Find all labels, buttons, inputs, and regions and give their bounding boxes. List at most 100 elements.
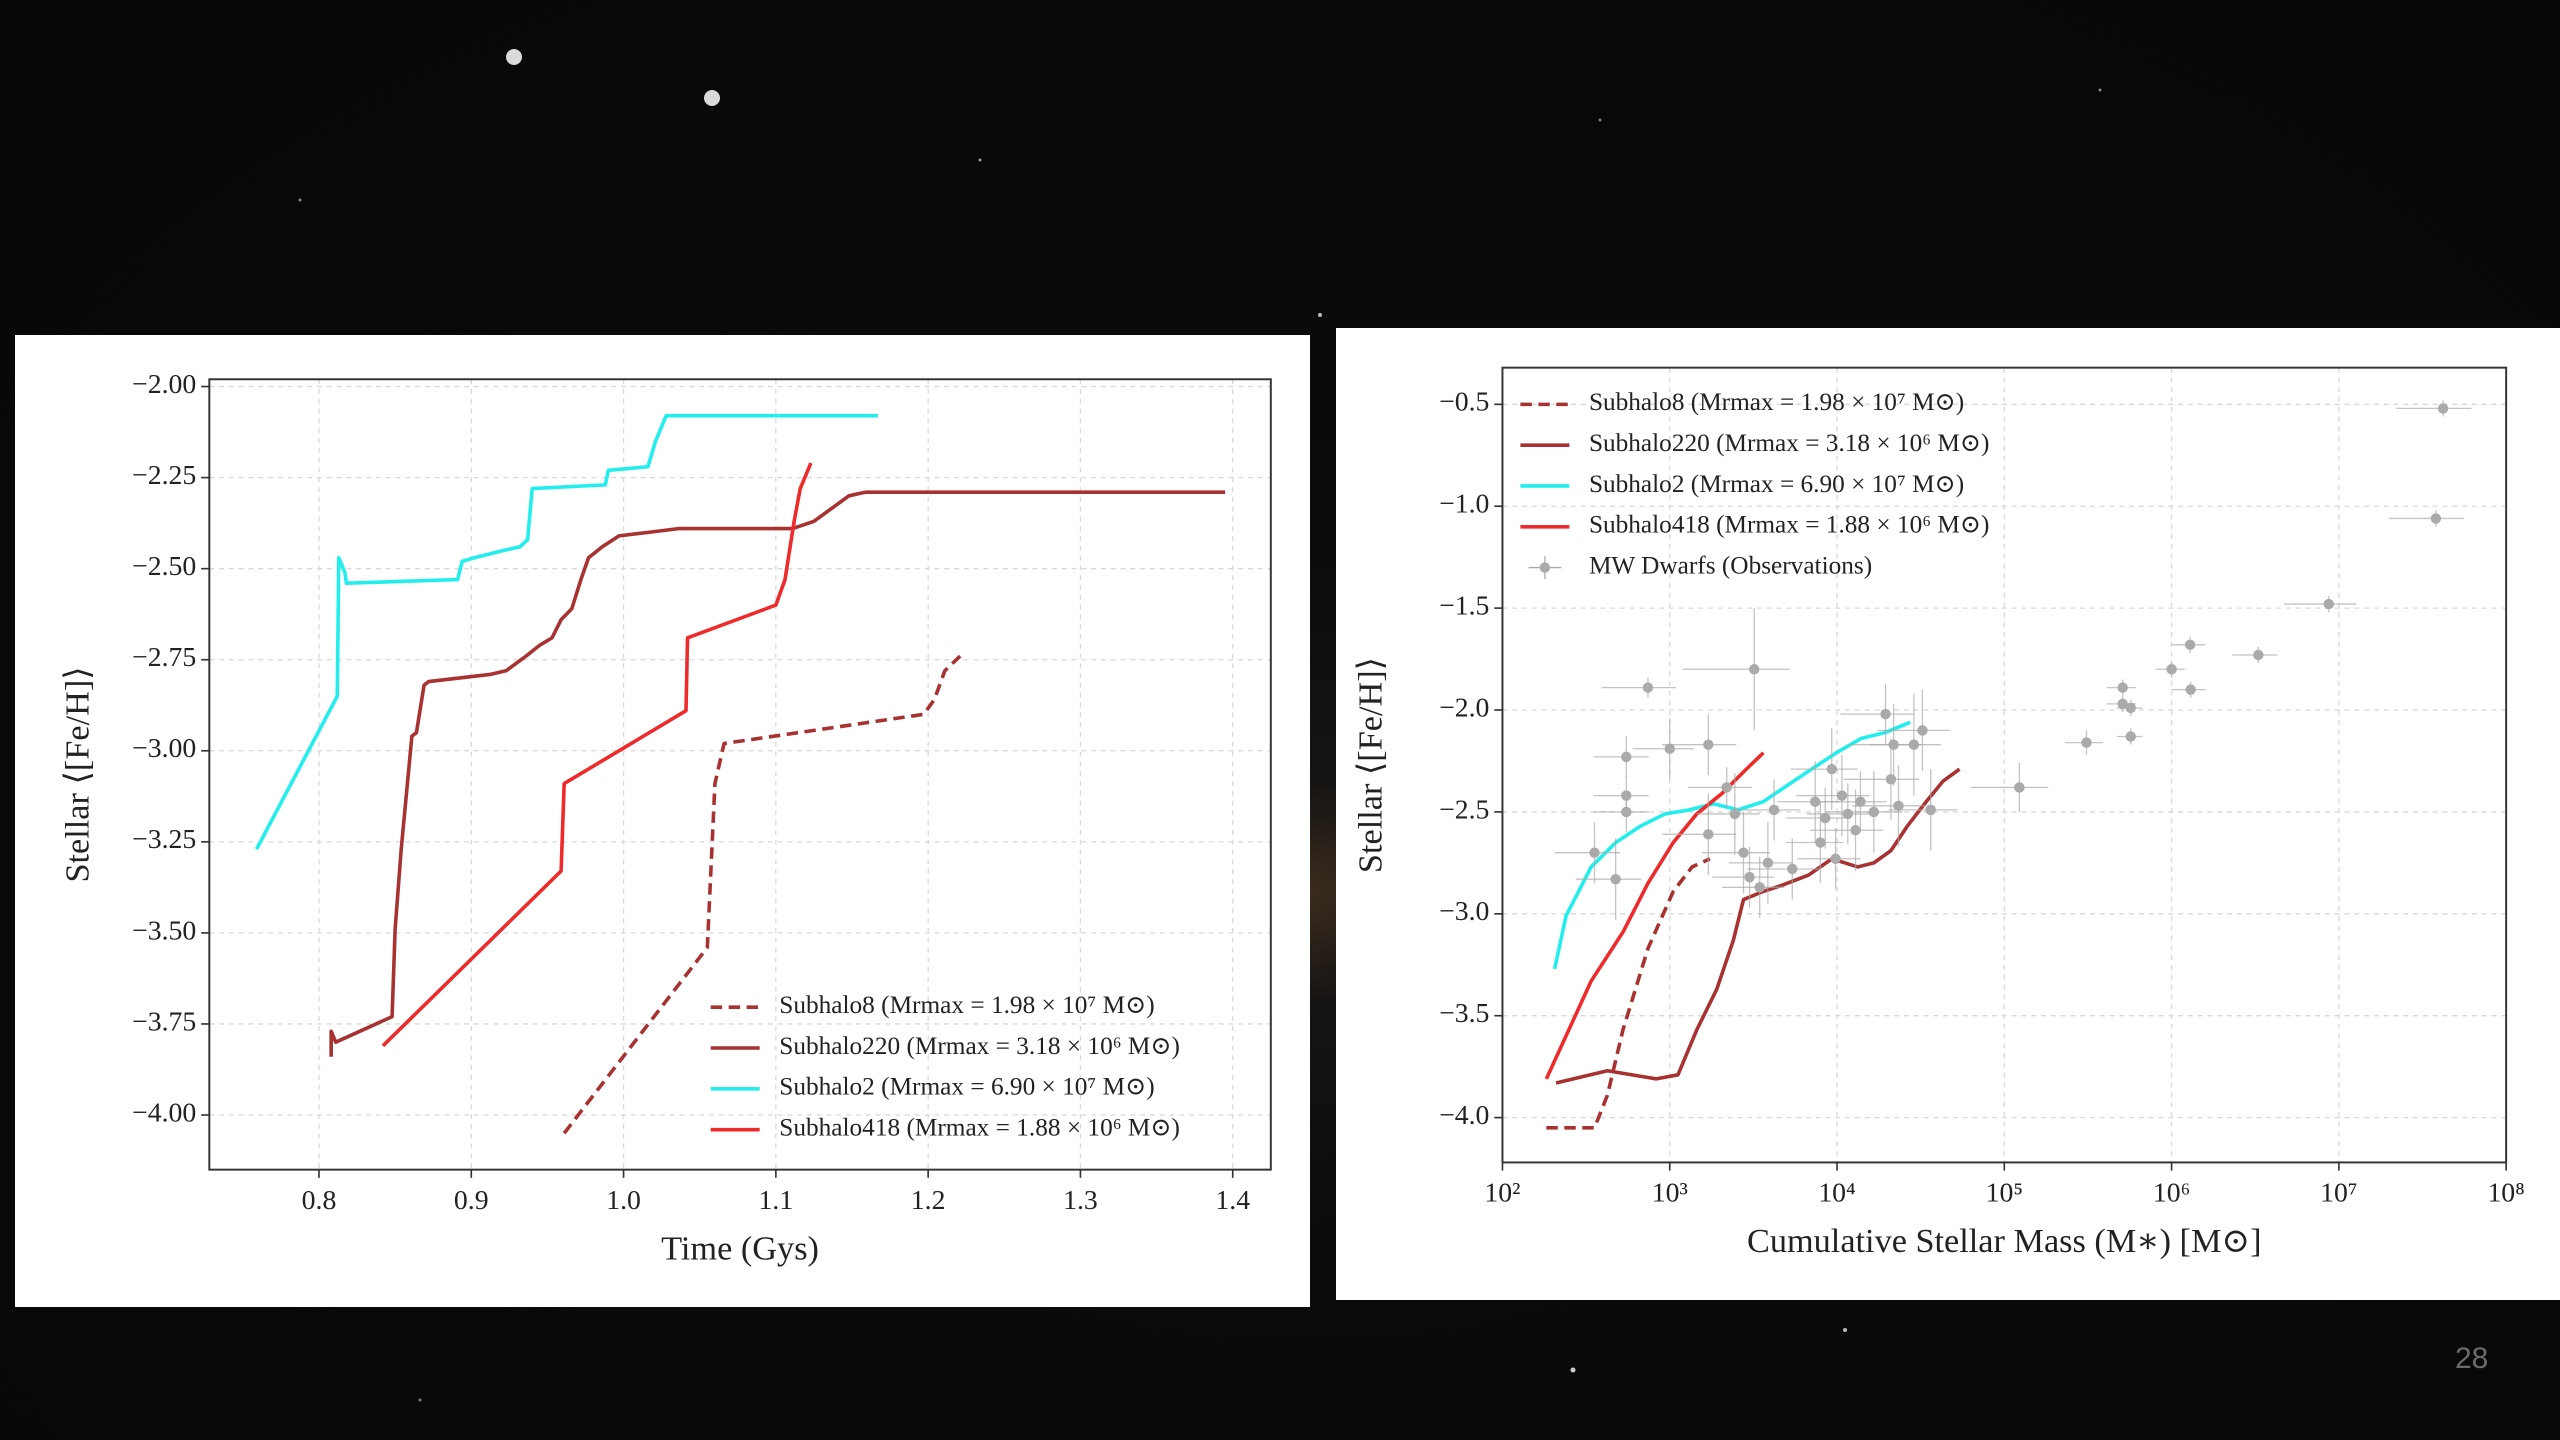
dwarf-point [1754, 882, 1765, 893]
x-tick-label: 1.0 [606, 1185, 641, 1216]
x-tick-label: 10² [1484, 1178, 1520, 1209]
x-tick-label: 1.3 [1063, 1185, 1098, 1216]
plot-frame [1501, 366, 2508, 1164]
dwarf-point [1703, 739, 1714, 750]
y-tick-label: −3.50 [132, 915, 196, 946]
dwarf-point [2323, 598, 2334, 610]
legend-label: Subhalo8 (Mrmax = 1.98 × 10⁷ M⊙) [1589, 388, 1964, 416]
dwarf-point [1893, 800, 1904, 812]
dwarf-point [1819, 812, 1831, 824]
dwarf-point [1815, 837, 1826, 848]
dwarf-point [1925, 804, 1936, 816]
series-line [381, 462, 813, 1048]
series-line [1544, 751, 1765, 1080]
dwarf-point [1664, 743, 1675, 754]
legend-label: Subhalo418 (Mrmax = 1.88 × 10⁶ M⊙) [779, 1113, 1180, 1141]
dwarf-point [1744, 871, 1755, 883]
x-tick-label: 0.9 [454, 1185, 489, 1216]
dwarf-point [2430, 513, 2442, 524]
legend-label: Subhalo8 (Mrmax = 1.98 × 10⁷ M⊙) [779, 991, 1154, 1019]
y-tick-label: −3.25 [132, 824, 196, 855]
dwarf-point [1762, 857, 1774, 869]
x-tick-label: 10⁶ [2153, 1178, 2190, 1209]
y-tick-label: −2.00 [132, 369, 196, 400]
y-tick-label: −4.00 [132, 1097, 196, 1128]
y-tick-label: −0.5 [1439, 387, 1489, 418]
dwarf-point [2081, 737, 2092, 748]
legend-label: Subhalo220 (Mrmax = 3.18 × 10⁶ M⊙) [1589, 429, 1990, 457]
dwarf-point [1768, 804, 1780, 816]
dwarf-point [1589, 847, 1600, 858]
dwarf-point [1885, 774, 1897, 785]
dwarf-point [1703, 829, 1714, 840]
dwarf-point [2437, 403, 2449, 414]
dwarf-point [2253, 649, 2264, 661]
dwarf-point [1729, 808, 1741, 820]
legend-label: Subhalo2 (Mrmax = 6.90 × 10⁷ M⊙) [779, 1073, 1154, 1101]
dwarf-point [1908, 739, 1920, 750]
dwarf-point [1855, 796, 1866, 807]
dwarf-point [1738, 847, 1749, 858]
x-tick-label: 1.2 [911, 1185, 946, 1216]
y-axis-label: Stellar ⟨[Fe/H]⟩ [1352, 657, 1390, 873]
dwarf-point [2125, 702, 2136, 714]
x-tick-label: 10⁴ [1818, 1178, 1855, 1209]
dwarf-point [1621, 751, 1632, 763]
series-line [1555, 767, 1961, 1085]
legend-marker [1539, 562, 1551, 573]
dwarf-point [2117, 682, 2128, 693]
dwarf-point [1842, 808, 1854, 820]
dwarf-point [1749, 664, 1760, 675]
x-tick-label: 10⁷ [2320, 1178, 2357, 1209]
left-chart-panel: −2.00 −2.25 −2.50 −2.75 −3.00 −3.25 −3.50 −3.75… [15, 335, 1310, 1307]
x-tick-label: 10³ [1652, 1178, 1688, 1209]
page-number: 28 [2455, 1342, 2489, 1375]
series-line [562, 654, 962, 1135]
x-tick-label: 1.4 [1215, 1185, 1250, 1216]
dwarf-point [1809, 796, 1821, 807]
legend-label: MW Dwarfs (Observations) [1589, 551, 1872, 579]
x-tick-label: 0.8 [302, 1185, 337, 1216]
dwarf-point [2166, 664, 2177, 675]
dwarf-point [2014, 782, 2025, 793]
plot-frame [208, 378, 1272, 1171]
dwarf-point [1621, 806, 1632, 818]
x-tick-label: 10⁸ [2487, 1178, 2524, 1209]
dwarf-point [1868, 806, 1880, 818]
legend-label: Subhalo418 (Mrmax = 1.88 × 10⁶ M⊙) [1589, 511, 1990, 539]
y-tick-label: −1.0 [1439, 489, 1489, 520]
series-line [254, 413, 878, 850]
y-tick-label: −2.5 [1439, 794, 1489, 825]
y-tick-label: −4.0 [1439, 1100, 1489, 1131]
dwarf-point [1880, 708, 1891, 720]
dwarf-point [1826, 763, 1837, 775]
x-tick-label: 10⁵ [1986, 1178, 2023, 1209]
series-line [1546, 857, 1711, 1130]
x-axis-label: Time (Gys) [661, 1229, 819, 1267]
x-axis-label: Cumulative Stellar Mass (M∗) [M⊙] [1747, 1222, 2262, 1260]
x-tick-label: 1.1 [759, 1185, 794, 1216]
chart: −2.00 −2.25 −2.50 −2.75 −3.00 −3.25 −3.50 −3.75… [58, 369, 1272, 1267]
dwarf-point [1917, 725, 1928, 736]
dwarf-point [1642, 682, 1654, 693]
right-chart-panel: −0.5 −1.0 −1.5 −2.0 −2.5 −3.0 −3.5 −4.0 10² 10³ 10… [1336, 328, 2560, 1300]
legend-label: Subhalo220 (Mrmax = 3.18 × 10⁶ M⊙) [779, 1032, 1180, 1060]
y-tick-label: −3.00 [132, 733, 196, 764]
y-tick-label: −3.5 [1439, 998, 1489, 1029]
dwarf-point [2184, 639, 2196, 651]
chart: −0.5 −1.0 −1.5 −2.0 −2.5 −3.0 −3.5 −4.0 10² 10³ 10… [1352, 366, 2525, 1260]
y-tick-label: −2.25 [132, 460, 196, 491]
y-tick-label: −3.75 [132, 1006, 196, 1037]
y-tick-label: −2.75 [132, 642, 196, 673]
legend-label: Subhalo2 (Mrmax = 6.90 × 10⁷ M⊙) [1589, 470, 1964, 498]
y-tick-label: −3.0 [1439, 896, 1489, 927]
dwarf-point [1850, 825, 1861, 836]
series-line [329, 490, 1226, 1057]
dwarf-point [2185, 684, 2196, 695]
y-tick-label: −1.5 [1439, 590, 1489, 621]
dwarf-point [1836, 790, 1848, 801]
dwarf-point [1721, 782, 1732, 793]
dwarf-point [1787, 863, 1798, 875]
